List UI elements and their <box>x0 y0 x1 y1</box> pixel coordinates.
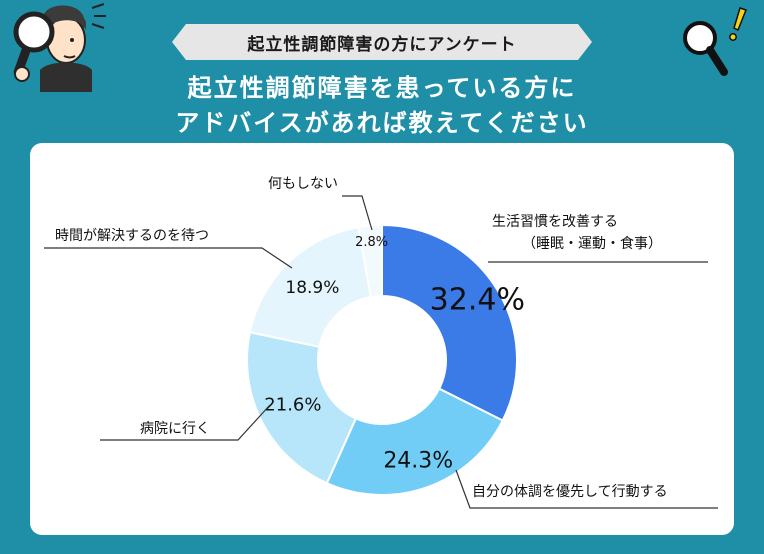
slice-value-label: 21.6% <box>264 394 321 415</box>
slice-value-label: 24.3% <box>383 449 453 474</box>
callout-line <box>455 469 718 509</box>
category-label-detail: （睡眠・運動・食事） <box>522 235 662 252</box>
category-label: 自分の体調を優先して行動する <box>472 484 668 500</box>
category-label: 時間が解決するのを待つ <box>55 228 209 244</box>
magnifier-icon <box>678 12 738 82</box>
survey-banner: 起立性調節障害の方にアンケート <box>172 24 592 60</box>
banner-text: 起立性調節障害の方にアンケート <box>247 34 517 55</box>
page-title-line2: アドバイスがあれば教えてください <box>175 109 589 137</box>
donut-slice <box>246 331 358 485</box>
callout-line <box>100 404 271 441</box>
slice-value-label: 2.8% <box>355 235 388 250</box>
donut-slice <box>248 225 372 349</box>
donut-slice <box>325 387 505 496</box>
category-label: 何もしない <box>268 176 338 192</box>
page-title-line1: 起立性調節障害を患っている方に <box>187 74 577 102</box>
category-label: 病院に行く <box>140 421 210 437</box>
callout-line <box>44 247 293 269</box>
slice-value-label: 32.4% <box>430 283 525 318</box>
donut-slice <box>381 223 518 422</box>
exclamation-icon <box>726 6 750 42</box>
donut-slice <box>357 223 383 299</box>
person-with-magnifier-icon <box>0 0 110 92</box>
callout-line <box>342 195 373 231</box>
slice-value-label: 18.9% <box>285 278 339 298</box>
category-label: 生活習慣を改善する <box>492 213 618 230</box>
